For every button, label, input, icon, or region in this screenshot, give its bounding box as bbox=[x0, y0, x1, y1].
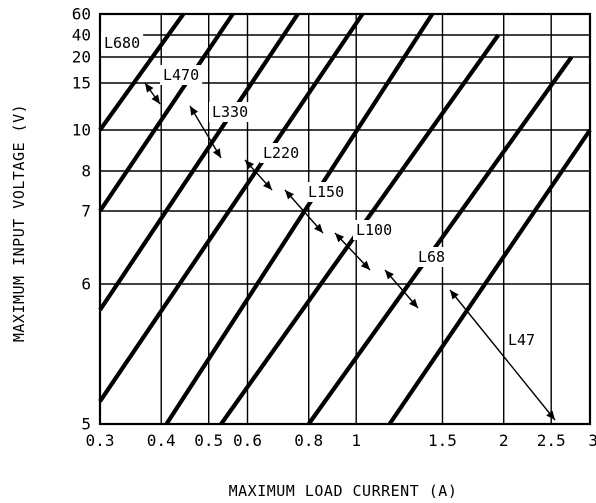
dimension-arrow-line bbox=[189, 105, 222, 159]
y-axis-title: MAXIMUM INPUT VOLTAGE (V) bbox=[10, 104, 28, 342]
y-tick-label: 40 bbox=[72, 26, 91, 45]
curve-label-background bbox=[209, 102, 252, 122]
curve-label-l68: L68 bbox=[418, 248, 445, 266]
y-tick-label: 15 bbox=[72, 74, 91, 93]
x-tick-labels: 0.3 0.4 0.5 0.6 0.8 1 1.5 2 2.5 3 bbox=[86, 431, 596, 450]
inductor-curves bbox=[98, 12, 592, 426]
dimension-arrows bbox=[144, 82, 556, 421]
x-tick-label: 3 bbox=[588, 431, 596, 450]
curve-l47 bbox=[387, 128, 592, 426]
dimension-arrow-head bbox=[450, 290, 459, 300]
curve-l330 bbox=[98, 12, 300, 312]
dimension-arrow-head bbox=[385, 270, 394, 280]
y-tick-label: 7 bbox=[81, 202, 91, 221]
curve-label-l680: L680 bbox=[104, 34, 140, 52]
dimension-arrow-head bbox=[212, 148, 221, 158]
y-tick-label: 5 bbox=[81, 415, 91, 434]
x-tick-label: 0.4 bbox=[147, 431, 176, 450]
x-tick-label: 1 bbox=[351, 431, 361, 450]
curve-label-background bbox=[260, 143, 303, 163]
curve-label-l47: L47 bbox=[508, 331, 535, 349]
y-tick-label: 10 bbox=[72, 121, 91, 140]
x-tick-label: 0.8 bbox=[294, 431, 323, 450]
y-tick-label: 6 bbox=[81, 275, 91, 294]
x-tick-label: 0.3 bbox=[86, 431, 115, 450]
plot-border bbox=[98, 12, 592, 426]
curve-l220 bbox=[98, 12, 365, 403]
x-tick-label: 0.5 bbox=[194, 431, 223, 450]
dimension-arrow-head bbox=[360, 260, 370, 270]
y-tick-label: 20 bbox=[72, 48, 91, 67]
dimension-arrow-head bbox=[190, 106, 199, 116]
curve-label-l150: L150 bbox=[308, 183, 344, 201]
dimension-arrow-head bbox=[263, 180, 272, 190]
curve-l150 bbox=[164, 12, 435, 426]
dimension-arrow-head bbox=[285, 190, 294, 200]
curve-label-background bbox=[160, 65, 203, 85]
curve-labels: L680 L470 L330 L220 L150 L100 L68 L47 bbox=[101, 33, 539, 350]
dimension-arrow-head bbox=[335, 233, 345, 243]
x-tick-label: 1.5 bbox=[428, 431, 457, 450]
dimension-arrow-head bbox=[546, 410, 555, 420]
curve-label-l100: L100 bbox=[356, 221, 392, 239]
curve-label-l470: L470 bbox=[163, 66, 199, 84]
dimension-arrow-head bbox=[409, 298, 418, 308]
dimension-arrow-head bbox=[145, 83, 154, 93]
curve-label-l330: L330 bbox=[212, 103, 248, 121]
plot-frame bbox=[98, 12, 592, 426]
curve-l68 bbox=[306, 55, 574, 426]
x-tick-label: 2 bbox=[499, 431, 509, 450]
curve-label-l220: L220 bbox=[263, 144, 299, 162]
x-tick-label: 0.6 bbox=[233, 431, 262, 450]
curve-label-background bbox=[353, 220, 396, 240]
curve-l470 bbox=[98, 12, 235, 213]
dimension-arrow-head bbox=[314, 223, 323, 233]
curve-label-background bbox=[305, 182, 348, 202]
y-tick-label: 60 bbox=[72, 5, 91, 24]
y-tick-labels: 5 6 7 8 10 15 20 40 60 bbox=[72, 5, 91, 434]
curve-label-background bbox=[415, 247, 449, 267]
curve-l680 bbox=[98, 12, 186, 132]
dimension-arrow-head bbox=[151, 94, 160, 104]
curve-label-background bbox=[505, 330, 539, 350]
curve-label-background bbox=[101, 33, 144, 53]
x-tick-label: 2.5 bbox=[537, 431, 566, 450]
y-tick-label: 8 bbox=[81, 162, 91, 181]
x-axis-title: MAXIMUM LOAD CURRENT (A) bbox=[229, 482, 458, 500]
dimension-arrow-head bbox=[245, 160, 254, 170]
